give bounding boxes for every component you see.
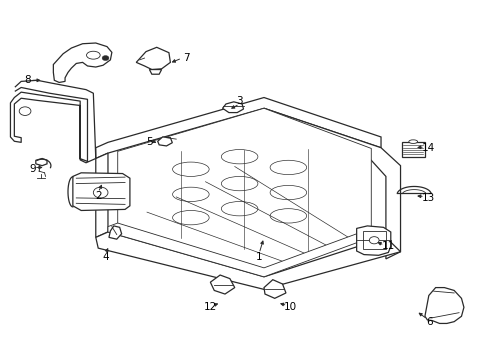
Polygon shape <box>362 231 385 249</box>
Polygon shape <box>53 43 112 82</box>
Text: 8: 8 <box>24 75 31 85</box>
Polygon shape <box>118 108 370 270</box>
Text: 14: 14 <box>421 143 434 153</box>
Text: 11: 11 <box>381 241 394 251</box>
Text: 7: 7 <box>183 53 189 63</box>
Text: 4: 4 <box>102 252 109 262</box>
Polygon shape <box>264 108 400 259</box>
Polygon shape <box>149 69 161 74</box>
Text: 1: 1 <box>255 252 262 262</box>
Polygon shape <box>210 275 234 294</box>
Ellipse shape <box>408 140 417 143</box>
Polygon shape <box>356 226 390 255</box>
Text: 2: 2 <box>95 191 102 201</box>
Polygon shape <box>136 47 170 69</box>
Polygon shape <box>264 280 285 298</box>
Text: 3: 3 <box>236 96 243 106</box>
Text: 12: 12 <box>203 302 217 312</box>
Circle shape <box>102 55 109 60</box>
Polygon shape <box>36 158 47 166</box>
Text: 13: 13 <box>421 193 434 203</box>
Polygon shape <box>96 153 108 237</box>
Polygon shape <box>222 102 243 113</box>
Text: 10: 10 <box>284 302 297 312</box>
Polygon shape <box>96 98 380 158</box>
Polygon shape <box>424 288 463 323</box>
Polygon shape <box>158 137 172 146</box>
Polygon shape <box>96 232 400 289</box>
Circle shape <box>19 107 31 116</box>
Polygon shape <box>108 223 370 277</box>
Polygon shape <box>109 226 122 239</box>
Polygon shape <box>73 173 130 211</box>
Text: 5: 5 <box>146 138 152 147</box>
Text: 6: 6 <box>426 317 432 327</box>
Circle shape <box>368 237 378 244</box>
Text: 9: 9 <box>29 164 36 174</box>
FancyBboxPatch shape <box>401 142 424 157</box>
